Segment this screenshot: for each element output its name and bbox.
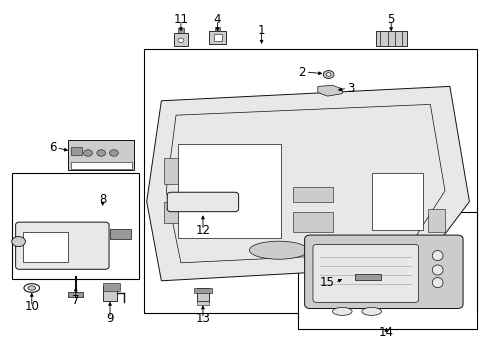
Circle shape bbox=[83, 150, 92, 156]
Ellipse shape bbox=[28, 286, 36, 290]
Text: 15: 15 bbox=[320, 276, 334, 289]
Ellipse shape bbox=[431, 251, 442, 261]
Bar bbox=[23, 232, 68, 262]
Text: 8: 8 bbox=[99, 193, 106, 206]
Text: 11: 11 bbox=[173, 13, 188, 26]
Text: 3: 3 bbox=[346, 82, 354, 95]
Bar bbox=[163, 158, 178, 184]
Bar bbox=[102, 283, 120, 291]
Bar bbox=[215, 27, 220, 31]
Text: 2: 2 bbox=[298, 66, 305, 78]
Text: 4: 4 bbox=[213, 13, 221, 26]
Ellipse shape bbox=[24, 284, 40, 292]
FancyBboxPatch shape bbox=[312, 244, 418, 302]
Text: 5: 5 bbox=[386, 13, 394, 26]
Ellipse shape bbox=[323, 71, 333, 78]
Bar bbox=[71, 162, 132, 169]
Circle shape bbox=[109, 150, 118, 156]
Polygon shape bbox=[317, 85, 342, 96]
Bar bbox=[178, 144, 281, 238]
Bar bbox=[173, 33, 188, 46]
Bar bbox=[213, 34, 221, 41]
Bar bbox=[163, 202, 178, 223]
Bar bbox=[427, 209, 444, 232]
Text: 13: 13 bbox=[195, 312, 210, 325]
Ellipse shape bbox=[325, 73, 330, 76]
Bar bbox=[144, 49, 476, 313]
Text: 9: 9 bbox=[106, 312, 114, 325]
Circle shape bbox=[97, 150, 105, 156]
Ellipse shape bbox=[249, 241, 307, 259]
Ellipse shape bbox=[431, 265, 442, 275]
Bar bbox=[293, 212, 332, 232]
FancyBboxPatch shape bbox=[16, 222, 109, 269]
Text: 6: 6 bbox=[49, 141, 56, 154]
Bar bbox=[194, 288, 211, 293]
Text: 7: 7 bbox=[72, 294, 80, 307]
FancyBboxPatch shape bbox=[304, 235, 462, 309]
Bar bbox=[371, 173, 422, 230]
Bar bbox=[68, 292, 83, 297]
Ellipse shape bbox=[332, 307, 351, 315]
Bar bbox=[298, 212, 476, 329]
Bar bbox=[102, 286, 117, 301]
Bar bbox=[375, 31, 406, 46]
Text: 1: 1 bbox=[257, 24, 265, 37]
Bar bbox=[354, 274, 381, 280]
Text: 10: 10 bbox=[24, 300, 39, 313]
Bar bbox=[71, 147, 81, 155]
Ellipse shape bbox=[361, 307, 381, 315]
Circle shape bbox=[12, 237, 25, 247]
Bar bbox=[293, 187, 332, 202]
Bar bbox=[12, 173, 139, 279]
Bar bbox=[197, 301, 208, 305]
Polygon shape bbox=[146, 86, 468, 281]
Ellipse shape bbox=[431, 278, 442, 288]
Text: 12: 12 bbox=[195, 224, 210, 237]
Bar bbox=[68, 140, 134, 170]
Bar bbox=[177, 28, 184, 33]
Bar bbox=[208, 31, 226, 44]
Circle shape bbox=[178, 38, 183, 42]
FancyBboxPatch shape bbox=[167, 192, 238, 212]
Bar bbox=[197, 288, 208, 301]
Bar bbox=[110, 229, 131, 239]
Text: 14: 14 bbox=[378, 327, 393, 339]
